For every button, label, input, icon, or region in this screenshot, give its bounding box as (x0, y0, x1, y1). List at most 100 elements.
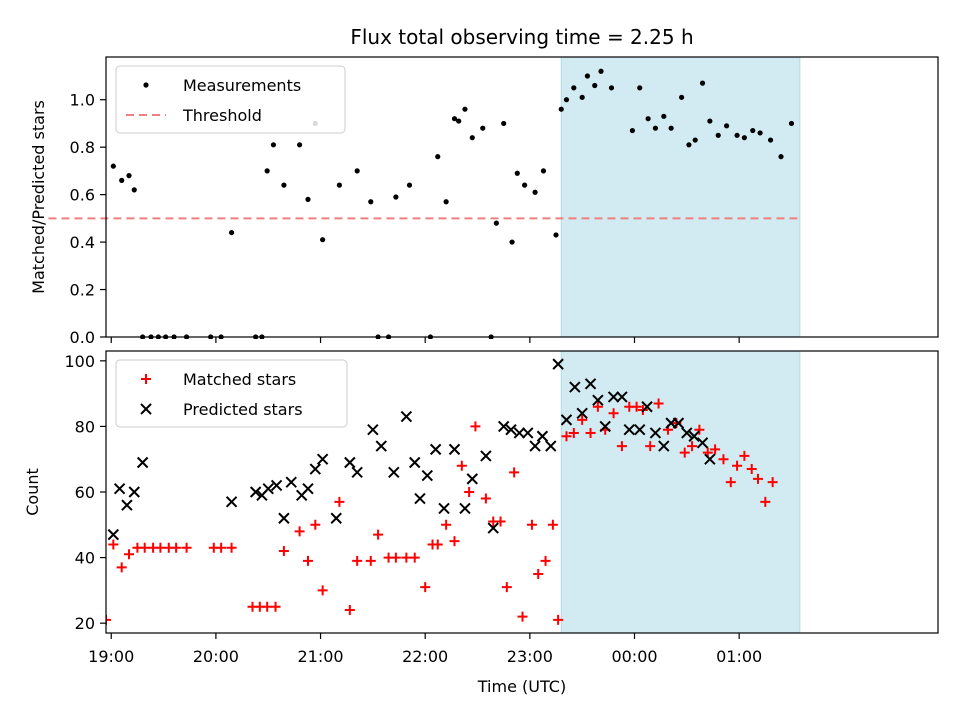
point-plus (124, 549, 135, 560)
point-plus (432, 539, 443, 550)
data-points (41, 358, 778, 625)
point-x (623, 423, 635, 436)
point-x (344, 456, 356, 469)
point-plus (470, 421, 481, 432)
point-dot (480, 125, 486, 131)
point-dot (51, 334, 56, 339)
point-dot (509, 239, 515, 245)
ratio-panel: 0.0 0.2 0.4 0.6 0.8 1.0 Matched/Predicted star… (29, 56, 939, 347)
point-plus (561, 431, 572, 442)
point-x (128, 486, 140, 498)
point-x (367, 423, 379, 436)
point-dot (707, 118, 713, 124)
point-dot (723, 123, 730, 129)
point-plus (420, 582, 431, 593)
point-x (429, 443, 442, 456)
point-plus (401, 552, 412, 563)
point-dot (540, 168, 547, 174)
x-tick-label: 00:00 (611, 647, 657, 666)
point-dot (741, 135, 747, 141)
point-dot (579, 94, 585, 100)
point-x (592, 394, 604, 406)
legend-box (115, 65, 346, 134)
point-x (529, 440, 541, 452)
point-dot (661, 113, 667, 119)
point-plus (480, 493, 491, 504)
legend: Matched stars Predicted stars (115, 359, 348, 428)
point-dot (678, 94, 685, 100)
point-dot (608, 85, 615, 91)
point-x (375, 440, 387, 452)
point-x (262, 483, 274, 495)
point-x (351, 466, 363, 479)
point-dot (305, 196, 311, 202)
point-dot (699, 80, 706, 86)
point-dot (598, 68, 604, 74)
y-tick-label: 100 (64, 352, 95, 371)
point-x (696, 437, 709, 449)
point-x (560, 414, 573, 426)
point-plus (517, 611, 528, 622)
point-plus (41, 494, 51, 504)
point-plus (526, 519, 537, 530)
point-plus (501, 582, 512, 593)
point-plus (49, 494, 59, 504)
chart-title: Flux total observing time = 2.25 h (350, 25, 693, 49)
point-dot (77, 171, 82, 176)
point-x (480, 450, 492, 462)
legend-label: Threshold (182, 106, 262, 125)
point-x (438, 502, 450, 515)
point-x (309, 463, 322, 475)
point-plus (616, 441, 627, 452)
point-plus (577, 414, 588, 425)
point-x (545, 440, 557, 452)
x-tick-label: 20:00 (193, 647, 239, 666)
y-tick-label: 0.2 (70, 281, 95, 300)
point-plus (409, 552, 420, 563)
point-x (414, 492, 426, 505)
point-dot (126, 173, 132, 179)
y-axis-label: Matched/Predicted stars (29, 100, 48, 294)
point-plus (547, 519, 558, 530)
point-x (704, 453, 716, 465)
point-plus (441, 519, 452, 530)
point-plus (739, 450, 750, 461)
point-dot (451, 116, 458, 122)
y-tick-label: 0.0 (70, 328, 95, 347)
shaded-span (560, 56, 801, 338)
point-dot (788, 120, 795, 127)
point-x (421, 469, 433, 482)
y-tick-label: 0.4 (70, 233, 95, 252)
point-dot (393, 194, 399, 200)
point-plus (226, 542, 237, 553)
point-dot (750, 127, 756, 134)
legend-label: Matched stars (183, 370, 296, 389)
point-x (641, 401, 653, 413)
point-dot (592, 82, 598, 89)
point-x (616, 391, 628, 403)
point-dot (264, 168, 270, 174)
point-plus (216, 542, 227, 553)
point-plus (585, 427, 596, 438)
point-x (505, 423, 517, 436)
point-plus (310, 519, 321, 530)
x-tick-label: 01:00 (716, 647, 762, 666)
x-axis-label: Time (UTC) (477, 677, 566, 696)
point-plus (108, 539, 119, 550)
point-plus (533, 568, 544, 579)
point-plus (710, 444, 721, 455)
point-dot (757, 130, 763, 136)
x-tick-label: 21:00 (297, 647, 343, 666)
point-plus (317, 585, 328, 596)
point-x (302, 483, 314, 495)
shaded-span (560, 350, 801, 634)
legend-marker-x (140, 403, 152, 415)
point-dot (131, 187, 137, 193)
point-dot (563, 97, 570, 103)
point-dot (228, 229, 235, 236)
point-plus (725, 477, 736, 488)
point-dot (686, 142, 692, 148)
point-x (576, 407, 588, 420)
point-plus (464, 487, 475, 497)
